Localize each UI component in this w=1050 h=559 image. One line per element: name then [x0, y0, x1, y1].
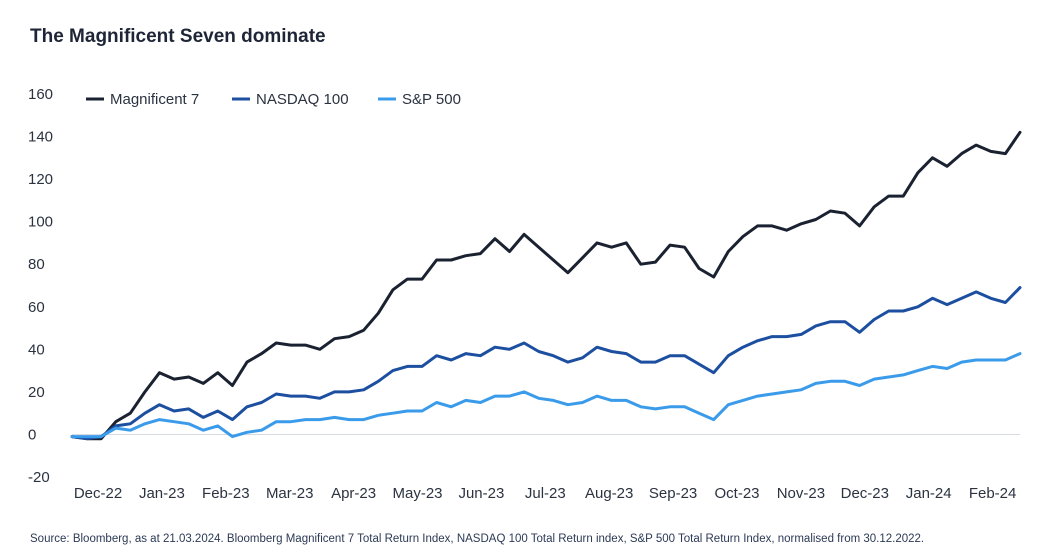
- y-tick-label: 80: [28, 256, 45, 273]
- x-tick-label: Feb-24: [969, 485, 1017, 502]
- y-tick-label: 100: [28, 214, 53, 231]
- legend-label: Magnificent 7: [110, 91, 199, 108]
- x-tick-label: May-23: [392, 485, 442, 502]
- x-tick-label: Oct-23: [714, 485, 759, 502]
- legend-label: NASDAQ 100: [256, 91, 349, 108]
- y-tick-label: 60: [28, 299, 45, 316]
- legend-label: S&P 500: [402, 91, 461, 108]
- x-tick-label: Dec-22: [74, 485, 122, 502]
- x-tick-label: Dec-23: [841, 485, 889, 502]
- series-line-3: [70, 352, 1022, 439]
- y-tick-label: 20: [28, 384, 45, 401]
- chart-source-note: Source: Bloomberg, as at 21.03.2024. Blo…: [30, 533, 925, 545]
- y-tick-label: 40: [28, 341, 45, 358]
- x-tick-label: Jul-23: [525, 485, 566, 502]
- y-tick-label: -20: [28, 469, 50, 486]
- series-line-1: [70, 130, 1022, 441]
- x-tick-label: Apr-23: [331, 485, 376, 502]
- x-tick-label: Jan-24: [906, 485, 952, 502]
- x-tick-label: Feb-23: [202, 485, 250, 502]
- x-tick-label: Jan-23: [139, 485, 185, 502]
- x-tick-label: Sep-23: [649, 485, 697, 502]
- y-tick-label: 140: [28, 129, 53, 146]
- x-tick-label: Jun-23: [458, 485, 504, 502]
- chart-title: The Magnificent Seven dominate: [30, 26, 326, 47]
- y-tick-label: 120: [28, 171, 53, 188]
- x-tick-label: Aug-23: [585, 485, 633, 502]
- y-tick-label: 160: [28, 86, 53, 103]
- x-tick-label: Nov-23: [777, 485, 825, 502]
- series-line-2: [70, 286, 1022, 441]
- x-tick-label: Mar-23: [266, 485, 314, 502]
- y-tick-label: 0: [28, 426, 36, 443]
